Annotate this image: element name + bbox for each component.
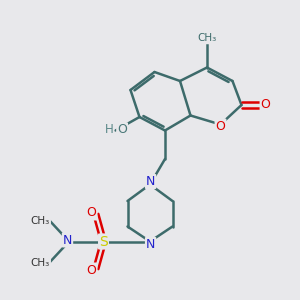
Text: CH₃: CH₃ <box>31 215 50 226</box>
Text: S: S <box>99 235 108 248</box>
Text: CH₃: CH₃ <box>197 33 217 43</box>
Text: CH₃: CH₃ <box>31 257 50 268</box>
Text: O: O <box>261 98 270 112</box>
Text: O: O <box>117 123 127 136</box>
Text: N: N <box>63 233 72 247</box>
Text: N: N <box>146 238 155 251</box>
Text: O: O <box>87 263 96 277</box>
Text: O: O <box>87 206 96 220</box>
Text: N: N <box>146 175 155 188</box>
Text: H: H <box>104 123 113 136</box>
Text: O: O <box>216 119 225 133</box>
